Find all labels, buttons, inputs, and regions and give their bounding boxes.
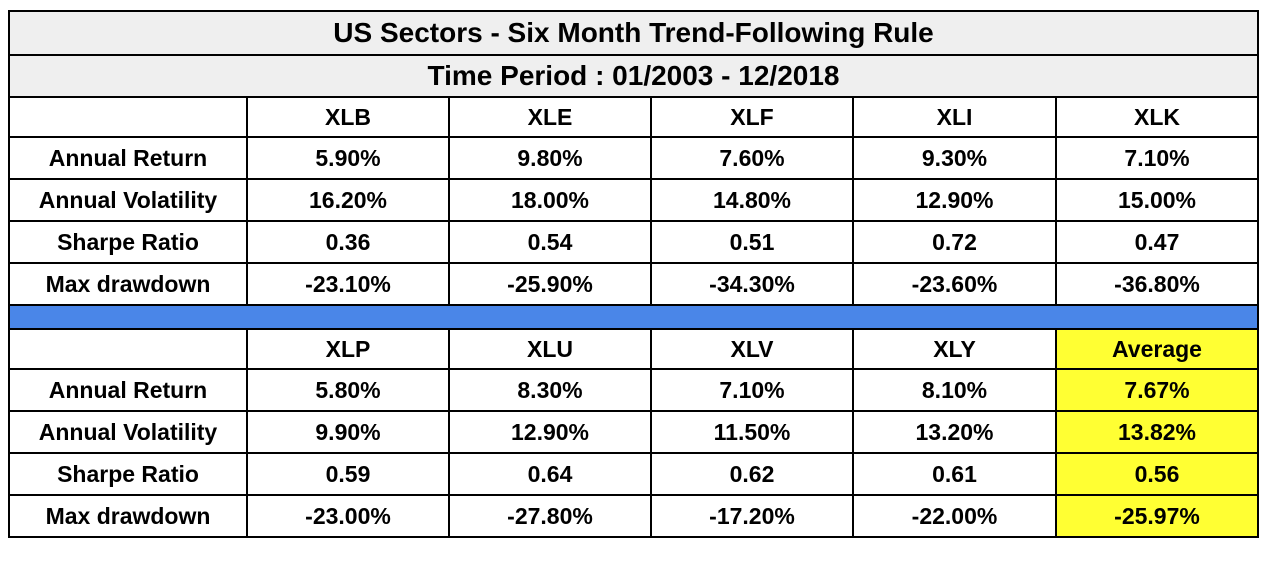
average-cell: 0.56 xyxy=(1054,452,1260,496)
table-cell: -23.00% xyxy=(246,494,450,538)
table-cell: -36.80% xyxy=(1054,262,1260,306)
row-label: Sharpe Ratio xyxy=(8,220,248,264)
header-corner xyxy=(8,96,248,138)
average-cell: 7.67% xyxy=(1054,368,1260,412)
table-cell: 12.90% xyxy=(852,178,1057,222)
table-cell: 0.59 xyxy=(246,452,450,496)
table-cell: 8.30% xyxy=(448,368,652,412)
row-label: Annual Return xyxy=(8,368,248,412)
table-cell: 7.10% xyxy=(1054,136,1260,180)
table-cell: 0.54 xyxy=(448,220,652,264)
column-header: XLY xyxy=(852,328,1057,370)
time-period: Time Period : 01/2003 - 12/2018 xyxy=(7,54,1260,98)
table-cell: 18.00% xyxy=(448,178,652,222)
table-cell: 0.47 xyxy=(1054,220,1260,264)
table-cell: -25.90% xyxy=(448,262,652,306)
table-cell: 0.36 xyxy=(246,220,450,264)
table-row: Annual Return 5.80% 8.30% 7.10% 8.10% 7.… xyxy=(8,368,1260,412)
table-row: Sharpe Ratio 0.36 0.54 0.51 0.72 0.47 xyxy=(8,220,1260,264)
table-cell: 15.00% xyxy=(1054,178,1260,222)
table-row: Annual Volatility 16.20% 18.00% 14.80% 1… xyxy=(8,178,1260,222)
table-cell: 7.60% xyxy=(650,136,854,180)
table-cell: 0.51 xyxy=(650,220,854,264)
table-cell: -27.80% xyxy=(448,494,652,538)
row-label: Annual Volatility xyxy=(8,410,248,454)
table-cell: -34.30% xyxy=(650,262,854,306)
row-label: Sharpe Ratio xyxy=(8,452,248,496)
table-cell: 11.50% xyxy=(650,410,854,454)
table-cell: -23.10% xyxy=(246,262,450,306)
table-cell: 12.90% xyxy=(448,410,652,454)
table-row: Annual Return 5.90% 9.80% 7.60% 9.30% 7.… xyxy=(8,136,1260,180)
table-cell: 5.90% xyxy=(246,136,450,180)
column-header: XLF xyxy=(650,96,854,138)
table-cell: -23.60% xyxy=(852,262,1057,306)
sector-trend-table: US Sectors - Six Month Trend-Following R… xyxy=(7,10,1260,538)
table-cell: 7.10% xyxy=(650,368,854,412)
table-row: Max drawdown -23.10% -25.90% -34.30% -23… xyxy=(8,262,1260,306)
column-header: XLB xyxy=(246,96,450,138)
block1-header-row: XLB XLE XLF XLI XLK xyxy=(8,96,1260,138)
table-cell: 0.72 xyxy=(852,220,1057,264)
table-cell: 9.80% xyxy=(448,136,652,180)
row-label: Annual Return xyxy=(8,136,248,180)
table-cell: 9.30% xyxy=(852,136,1057,180)
table-cell: 0.61 xyxy=(852,452,1057,496)
table-cell: 0.64 xyxy=(448,452,652,496)
column-header: XLE xyxy=(448,96,652,138)
column-header: XLP xyxy=(246,328,450,370)
column-header: XLK xyxy=(1054,96,1260,138)
column-header: XLV xyxy=(650,328,854,370)
table-cell: 5.80% xyxy=(246,368,450,412)
row-label: Max drawdown xyxy=(8,494,248,538)
table-cell: -22.00% xyxy=(852,494,1057,538)
block2-header-row: XLP XLU XLV XLY Average xyxy=(8,328,1260,370)
row-label: Annual Volatility xyxy=(8,178,248,222)
table-cell: 9.90% xyxy=(246,410,450,454)
table-title: US Sectors - Six Month Trend-Following R… xyxy=(7,10,1260,56)
sector-table-container: US Sectors - Six Month Trend-Following R… xyxy=(7,10,1260,538)
table-cell: 13.20% xyxy=(852,410,1057,454)
table-row: Max drawdown -23.00% -27.80% -17.20% -22… xyxy=(8,494,1260,538)
table-row: Annual Volatility 9.90% 12.90% 11.50% 13… xyxy=(8,410,1260,454)
table-cell: 8.10% xyxy=(852,368,1057,412)
table-cell: 0.62 xyxy=(650,452,854,496)
table-cell: -17.20% xyxy=(650,494,854,538)
average-cell: -25.97% xyxy=(1054,494,1260,538)
average-cell: 13.82% xyxy=(1054,410,1260,454)
header-corner xyxy=(8,328,248,370)
table-cell: 14.80% xyxy=(650,178,854,222)
column-header: XLU xyxy=(448,328,652,370)
table-row: Sharpe Ratio 0.59 0.64 0.62 0.61 0.56 xyxy=(8,452,1260,496)
separator-bar xyxy=(7,304,1260,330)
table-cell: 16.20% xyxy=(246,178,450,222)
average-column-header: Average xyxy=(1054,328,1260,370)
row-label: Max drawdown xyxy=(8,262,248,306)
column-header: XLI xyxy=(852,96,1057,138)
